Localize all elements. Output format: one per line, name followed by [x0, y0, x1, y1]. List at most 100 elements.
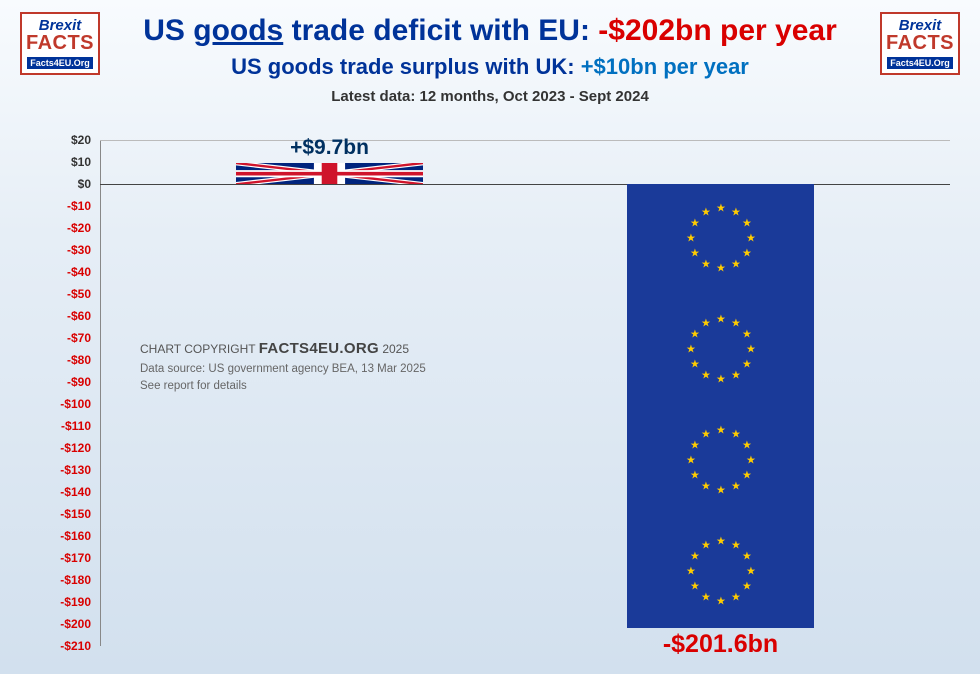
- y-tick: -$190: [60, 595, 91, 609]
- eu-star-icon: ★: [701, 431, 710, 440]
- copyright-source: Data source: US government agency BEA, 1…: [140, 361, 426, 378]
- eu-star-icon: ★: [742, 553, 751, 562]
- eu-star-icon: ★: [686, 568, 695, 577]
- copyright-note: See report for details: [140, 378, 426, 395]
- eu-star-icon: ★: [690, 553, 699, 562]
- y-tick: -$100: [60, 397, 91, 411]
- eu-star-icon: ★: [742, 472, 751, 481]
- title-main-prefix: US: [143, 14, 193, 47]
- eu-star-icon: ★: [716, 427, 725, 436]
- y-axis-line: [100, 140, 101, 646]
- eu-star-icon: ★: [746, 457, 755, 466]
- eu-star-icon: ★: [742, 361, 751, 370]
- y-tick: -$30: [67, 243, 91, 257]
- eu-star-icon: ★: [716, 538, 725, 547]
- y-axis: $20$10$0-$10-$20-$30-$40-$50-$60-$70-$80…: [40, 140, 95, 660]
- eu-star-icon: ★: [731, 261, 740, 270]
- eu-star-ring: ★★★★★★★★★★★★: [681, 199, 761, 279]
- y-tick: $20: [71, 133, 91, 147]
- y-tick: -$80: [67, 353, 91, 367]
- eu-star-icon: ★: [731, 320, 740, 329]
- eu-star-icon: ★: [731, 372, 740, 381]
- titles: US goods trade deficit with EU: -$202bn …: [0, 14, 980, 105]
- eu-star-icon: ★: [742, 583, 751, 592]
- copyright-year: 2025: [379, 342, 409, 356]
- eu-star-icon: ★: [746, 235, 755, 244]
- chart: $20$10$0-$10-$20-$30-$40-$50-$60-$70-$80…: [40, 140, 960, 660]
- eu-star-icon: ★: [731, 483, 740, 492]
- y-tick: -$130: [60, 463, 91, 477]
- y-tick: -$120: [60, 441, 91, 455]
- eu-star-icon: ★: [690, 220, 699, 229]
- copyright: CHART COPYRIGHT FACTS4EU.ORG 2025Data so…: [140, 338, 426, 395]
- eu-star-icon: ★: [742, 442, 751, 451]
- title-main-underline: goods: [193, 14, 283, 47]
- eu-star-icon: ★: [742, 331, 751, 340]
- title-sub-blue: +$10bn per year: [581, 54, 749, 79]
- eu-star-icon: ★: [686, 457, 695, 466]
- eu-star-icon: ★: [701, 320, 710, 329]
- eu-star-icon: ★: [690, 250, 699, 259]
- y-tick: -$50: [67, 287, 91, 301]
- eu-bar: ★★★★★★★★★★★★★★★★★★★★★★★★★★★★★★★★★★★★★★★★…: [627, 184, 814, 628]
- y-tick: -$210: [60, 639, 91, 653]
- title-date: Latest data: 12 months, Oct 2023 - Sept …: [0, 88, 980, 105]
- y-tick: -$110: [61, 419, 91, 433]
- eu-star-icon: ★: [746, 346, 755, 355]
- eu-star-icon: ★: [716, 205, 725, 214]
- title-main-mid: trade deficit with EU:: [283, 14, 598, 47]
- eu-star-icon: ★: [690, 361, 699, 370]
- y-tick: -$90: [67, 375, 91, 389]
- eu-star-icon: ★: [701, 594, 710, 603]
- eu-star-icon: ★: [701, 209, 710, 218]
- eu-star-icon: ★: [701, 261, 710, 270]
- title-sub-prefix: US goods trade surplus with UK:: [231, 54, 581, 79]
- y-tick: -$180: [60, 573, 91, 587]
- plot-area: +$9.7bn★★★★★★★★★★★★★★★★★★★★★★★★★★★★★★★★★…: [100, 140, 950, 660]
- eu-star-icon: ★: [742, 220, 751, 229]
- eu-star-icon: ★: [686, 346, 695, 355]
- eu-star-icon: ★: [690, 331, 699, 340]
- eu-star-icon: ★: [742, 250, 751, 259]
- uk-bar-label: +$9.7bn: [290, 136, 369, 160]
- eu-star-ring: ★★★★★★★★★★★★: [681, 310, 761, 390]
- eu-star-icon: ★: [731, 431, 740, 440]
- copyright-org: FACTS4EU.ORG: [259, 340, 379, 357]
- eu-star-icon: ★: [731, 209, 740, 218]
- eu-star-icon: ★: [716, 376, 725, 385]
- y-tick: $0: [78, 177, 91, 191]
- eu-star-icon: ★: [690, 442, 699, 451]
- y-tick: -$40: [67, 265, 91, 279]
- y-tick: -$200: [60, 617, 91, 631]
- eu-star-icon: ★: [716, 487, 725, 496]
- eu-star-icon: ★: [716, 265, 725, 274]
- y-tick: -$70: [67, 331, 91, 345]
- y-tick: -$160: [60, 529, 91, 543]
- eu-star-icon: ★: [701, 542, 710, 551]
- eu-star-icon: ★: [690, 472, 699, 481]
- zero-line: [100, 184, 950, 185]
- eu-star-ring: ★★★★★★★★★★★★: [681, 421, 761, 501]
- y-tick: -$140: [60, 485, 91, 499]
- eu-star-ring: ★★★★★★★★★★★★: [681, 532, 761, 612]
- uk-flag-icon: [236, 163, 423, 184]
- eu-star-icon: ★: [701, 372, 710, 381]
- y-tick: $10: [71, 155, 91, 169]
- y-tick: -$170: [60, 551, 91, 565]
- eu-star-icon: ★: [716, 598, 725, 607]
- y-tick: -$20: [67, 221, 91, 235]
- eu-bar-label: -$201.6bn: [663, 630, 778, 659]
- y-tick: -$60: [67, 309, 91, 323]
- y-tick: -$10: [67, 199, 91, 213]
- title-main: US goods trade deficit with EU: -$202bn …: [0, 14, 980, 48]
- title-sub: US goods trade surplus with UK: +$10bn p…: [0, 54, 980, 80]
- y-tick: -$150: [60, 507, 91, 521]
- eu-star-icon: ★: [716, 316, 725, 325]
- eu-star-icon: ★: [690, 583, 699, 592]
- grid-top-line: [100, 140, 950, 141]
- eu-star-icon: ★: [746, 568, 755, 577]
- eu-star-icon: ★: [731, 594, 740, 603]
- eu-star-icon: ★: [686, 235, 695, 244]
- eu-star-icon: ★: [731, 542, 740, 551]
- title-main-red: -$202bn per year: [598, 14, 836, 47]
